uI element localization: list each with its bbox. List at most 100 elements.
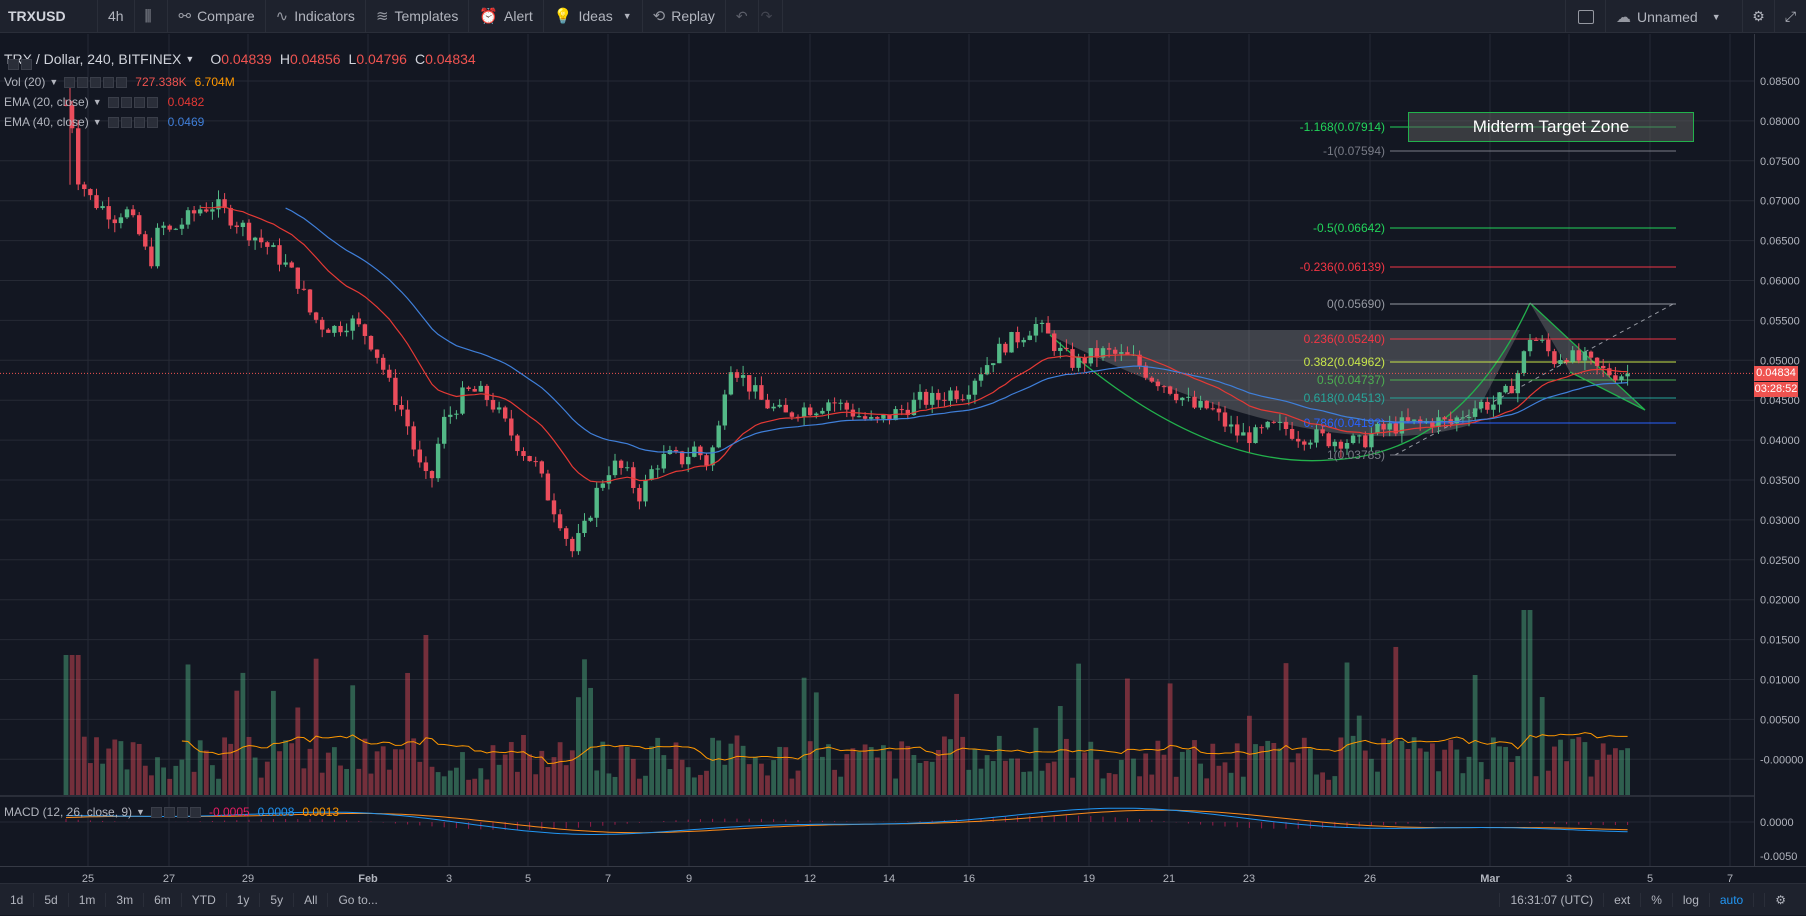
settings-button[interactable]: ⚙	[1742, 0, 1774, 33]
volume-bar	[655, 737, 661, 795]
volume-bar	[1082, 752, 1088, 795]
volume-bar	[1613, 748, 1618, 795]
auto-toggle[interactable]: auto	[1708, 893, 1753, 907]
candle-body	[618, 460, 624, 468]
volume-bar	[1600, 743, 1606, 795]
candle-body	[112, 219, 117, 224]
settings-button[interactable]: ⚙	[1753, 893, 1806, 907]
fib-level-label: -0.5(0.06642)	[1313, 221, 1385, 235]
candle-body	[539, 461, 544, 474]
volume-bar	[1015, 758, 1020, 795]
candle-body	[368, 335, 374, 350]
volume-bar	[820, 756, 825, 795]
series-title[interactable]: TRX / Dollar, 240, BITFINEX	[4, 51, 182, 67]
templates-button[interactable]: ≋ Templates	[366, 0, 470, 33]
range-button-1m[interactable]: 1m	[69, 892, 107, 907]
candle-body	[344, 330, 349, 333]
range-button-ytd[interactable]: YTD	[182, 892, 227, 907]
macd-legend[interactable]: MACD (12, 26, close, 9) ▼ -0.0005 0.0008 …	[4, 805, 340, 819]
price-axis-label: 0.04000	[1760, 435, 1800, 447]
time-axis-label: 3	[1566, 873, 1572, 882]
volume-bar	[313, 658, 319, 795]
candle-body	[484, 385, 490, 400]
ema20-legend[interactable]: EMA (20, close) ▼ 0.0482	[4, 95, 205, 109]
candle-body	[423, 462, 429, 472]
expand-button[interactable]: ⤢	[1774, 0, 1806, 33]
candle-body	[1405, 417, 1411, 421]
candle-body	[1430, 421, 1435, 428]
range-button-all[interactable]: All	[294, 892, 329, 907]
candle-body	[899, 409, 904, 411]
volume-bar	[325, 752, 331, 795]
range-button-5d[interactable]: 5d	[34, 892, 69, 907]
candle-body	[978, 374, 984, 381]
candle-body	[1546, 339, 1551, 352]
price-axis-label: 0.08000	[1760, 116, 1800, 128]
close-value: 0.04834	[425, 51, 476, 67]
price-axis-label: 0.03500	[1760, 475, 1800, 487]
range-button-1y[interactable]: 1y	[227, 892, 261, 907]
indicators-button[interactable]: ∿ Indicators	[266, 0, 366, 33]
redo-button[interactable]: ↷	[759, 0, 784, 33]
candle-body	[1228, 424, 1234, 427]
volume-bar	[69, 655, 75, 795]
chart-style-button[interactable]: ⫼	[135, 0, 169, 33]
log-toggle[interactable]: log	[1671, 893, 1709, 907]
fullscreen-toggle-button[interactable]	[1565, 0, 1605, 33]
range-button-3m[interactable]: 3m	[106, 892, 145, 907]
percent-toggle[interactable]: %	[1640, 893, 1672, 907]
candle-body	[1314, 429, 1319, 443]
candle-body	[466, 387, 471, 389]
range-button-1d[interactable]: 1d	[0, 892, 35, 907]
price-axis-label: 0.01500	[1760, 635, 1800, 647]
candle-body	[1088, 348, 1093, 364]
midterm-target-zone[interactable]: Midterm Target Zone	[1408, 112, 1694, 142]
undo-button[interactable]: ↶	[726, 0, 759, 33]
alert-button[interactable]: ⏰ Alert	[469, 0, 544, 33]
clock[interactable]: 16:31:07 (UTC)	[1499, 893, 1603, 907]
candle-body	[759, 385, 764, 400]
ext-toggle[interactable]: ext	[1603, 893, 1640, 907]
volume-bar	[252, 757, 258, 795]
chevron-down-icon[interactable]: ▼	[92, 97, 102, 107]
range-button-5y[interactable]: 5y	[260, 892, 295, 907]
lightbulb-icon: 💡	[553, 8, 573, 25]
alarm-icon: ⏰	[479, 8, 499, 25]
candle-body	[240, 222, 246, 228]
layout-name-button[interactable]: ☁ Unnamed ▼	[1605, 0, 1742, 33]
chevron-down-icon[interactable]: ▼	[49, 77, 59, 87]
candle-body	[838, 402, 843, 404]
candle-body	[155, 227, 160, 267]
volume-bar	[765, 775, 770, 795]
chevron-down-icon[interactable]: ▼	[185, 54, 195, 64]
volume-bar	[1399, 740, 1405, 795]
goto-button[interactable]: Go to...	[338, 892, 378, 907]
redo-icon: ↷	[760, 7, 773, 24]
candle-body	[686, 456, 691, 465]
candle-body	[594, 487, 599, 518]
candle-body	[1552, 351, 1557, 365]
compare-button[interactable]: ⚯ Compare	[168, 0, 266, 33]
candle-body	[1594, 357, 1600, 366]
range-button-6m[interactable]: 6m	[144, 892, 182, 907]
ideas-button[interactable]: 💡 Ideas ▼	[544, 0, 643, 33]
volume-bar	[905, 745, 911, 795]
volume-bar	[923, 761, 929, 795]
ema40-legend[interactable]: EMA (40, close) ▼ 0.0469	[4, 115, 205, 129]
chart-canvas[interactable]: -1.168(0.07914) -1(0.07594) -0.5(0.06642) -…	[0, 34, 1806, 885]
volume-bar	[1472, 675, 1478, 795]
symbol-search[interactable]: TRXUSD	[0, 0, 98, 33]
replay-button[interactable]: ⟲ Replay	[643, 0, 726, 33]
top-toolbar: TRXUSD 4h ⫼ ⚯ Compare ∿ Indicators ≋ Templa…	[0, 0, 1806, 33]
volume-bar	[1167, 683, 1173, 795]
volume-bar	[893, 778, 898, 795]
chevron-down-icon[interactable]: ▼	[92, 117, 102, 127]
volume-legend[interactable]: Vol (20) ▼ 727.338K 6.704M	[4, 75, 235, 89]
candle-body	[1259, 427, 1264, 429]
interval-button[interactable]: 4h	[98, 0, 135, 33]
candle-body	[1247, 432, 1252, 444]
candle-body	[649, 469, 654, 480]
chevron-down-icon[interactable]: ▼	[136, 807, 145, 817]
candle-body	[63, 104, 69, 106]
chart-area[interactable]: -1.168(0.07914) -1(0.07594) -0.5(0.06642) -…	[0, 34, 1806, 885]
